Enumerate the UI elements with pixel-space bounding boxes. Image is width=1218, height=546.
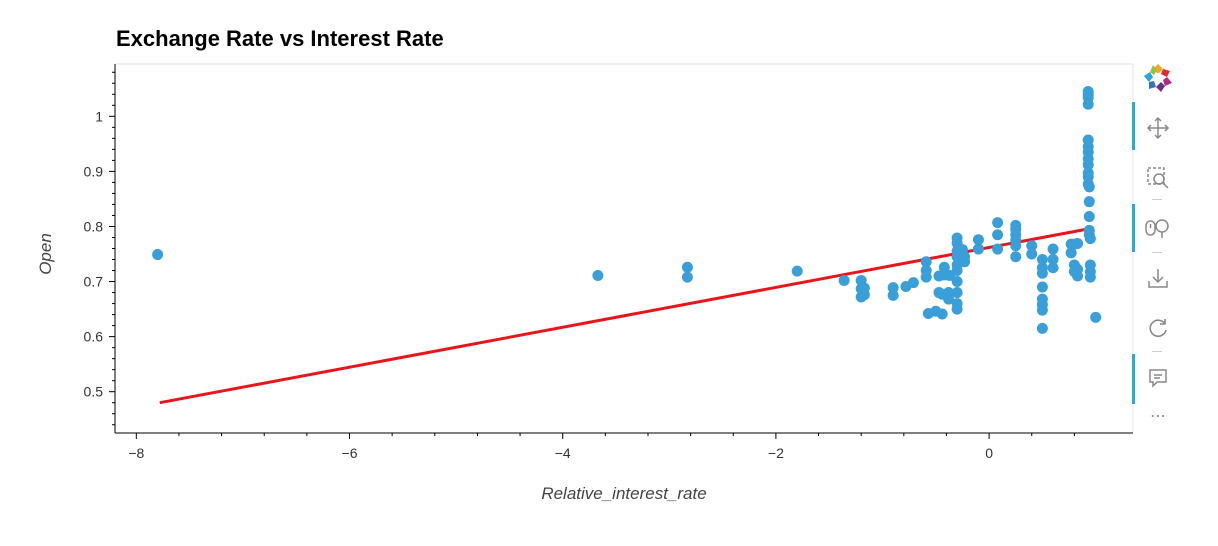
data-point[interactable] [951,265,963,277]
y-tick-label: 1 [95,108,103,124]
y-tick-label: 0.9 [84,163,104,179]
data-point[interactable] [972,234,984,246]
y-tick-label: 0.8 [84,218,104,234]
data-point[interactable] [1084,233,1096,245]
points-layer [152,86,1102,334]
data-point[interactable] [152,249,164,261]
y-tick-label: 0.6 [84,329,104,345]
wheel-zoom-tool-icon[interactable] [1140,210,1176,246]
data-point[interactable] [992,217,1004,229]
data-point[interactable] [1047,243,1059,255]
hover-active-indicator [1132,354,1135,404]
data-point[interactable] [1072,270,1084,282]
data-point[interactable] [1084,271,1096,283]
data-point[interactable] [1010,240,1022,252]
trend-line-layer [159,226,1093,405]
data-point[interactable] [1036,304,1048,316]
data-point[interactable] [887,289,899,301]
toolbar-divider [1152,199,1162,200]
pan-active-indicator [1132,102,1135,150]
data-point[interactable] [1083,211,1095,223]
data-point[interactable] [1026,248,1038,260]
data-point[interactable] [681,271,693,283]
chart-title: Exchange Rate vs Interest Rate [116,26,444,51]
data-point[interactable] [972,243,984,255]
bokeh-logo-icon[interactable] [1140,60,1176,96]
data-point[interactable] [1090,311,1102,323]
toolbar-divider [1152,252,1162,253]
data-point[interactable] [1036,254,1048,266]
more-tools-icon[interactable]: ⋯ [1150,405,1166,425]
data-point[interactable] [943,293,955,305]
data-point[interactable] [1082,159,1094,171]
data-point[interactable] [838,274,850,286]
data-point[interactable] [1010,251,1022,263]
data-point[interactable] [1026,240,1038,252]
data-point[interactable] [936,308,948,320]
data-point[interactable] [1072,238,1084,250]
data-point[interactable] [1036,322,1048,334]
data-point[interactable] [951,287,963,299]
data-point[interactable] [992,229,1004,241]
x-tick-label: 0 [985,445,993,461]
data-point[interactable] [938,261,950,273]
x-tick-label: −2 [768,445,784,461]
data-point[interactable] [791,265,803,277]
x-tick-label: −4 [555,445,571,461]
data-point[interactable] [592,269,604,281]
data-point[interactable] [907,277,919,289]
data-point[interactable] [992,243,1004,255]
data-point[interactable] [920,256,932,268]
data-point[interactable] [1083,181,1095,193]
toolbar-divider [1152,351,1162,352]
data-point[interactable] [1082,98,1094,110]
data-point[interactable] [1065,247,1077,259]
x-tick-label: −6 [342,445,358,461]
data-point[interactable] [858,289,870,301]
x-axis-label: Relative_interest_rate [541,484,706,503]
y-tick-label: 0.7 [84,274,104,290]
trend-line [159,226,1093,405]
data-point[interactable] [1036,281,1048,293]
data-point[interactable] [951,303,963,315]
data-point[interactable] [887,282,899,294]
x-axis: −8 −6 −4 −2 0 [115,432,1133,461]
data-point[interactable] [959,256,971,268]
reset-tool-icon[interactable] [1140,310,1176,346]
y-axis: 0.5 0.6 0.7 0.8 0.9 1 [84,64,116,433]
data-point[interactable] [951,276,963,288]
toolbar: ⋯ [1132,58,1182,438]
save-tool-icon[interactable] [1140,260,1176,296]
data-point[interactable] [1083,196,1095,208]
wheel-zoom-active-indicator [1132,204,1135,252]
y-axis-label: Open [36,233,55,275]
data-point[interactable] [920,271,932,283]
hover-tool-icon[interactable] [1140,360,1176,396]
data-point[interactable] [1036,267,1048,279]
pan-tool-icon[interactable] [1140,110,1176,146]
x-tick-label: −8 [128,445,144,461]
y-tick-label: 0.5 [84,384,104,400]
box-zoom-tool-icon[interactable] [1140,160,1176,196]
data-point[interactable] [1047,254,1059,266]
data-point[interactable] [1047,262,1059,274]
data-point[interactable] [681,261,693,273]
